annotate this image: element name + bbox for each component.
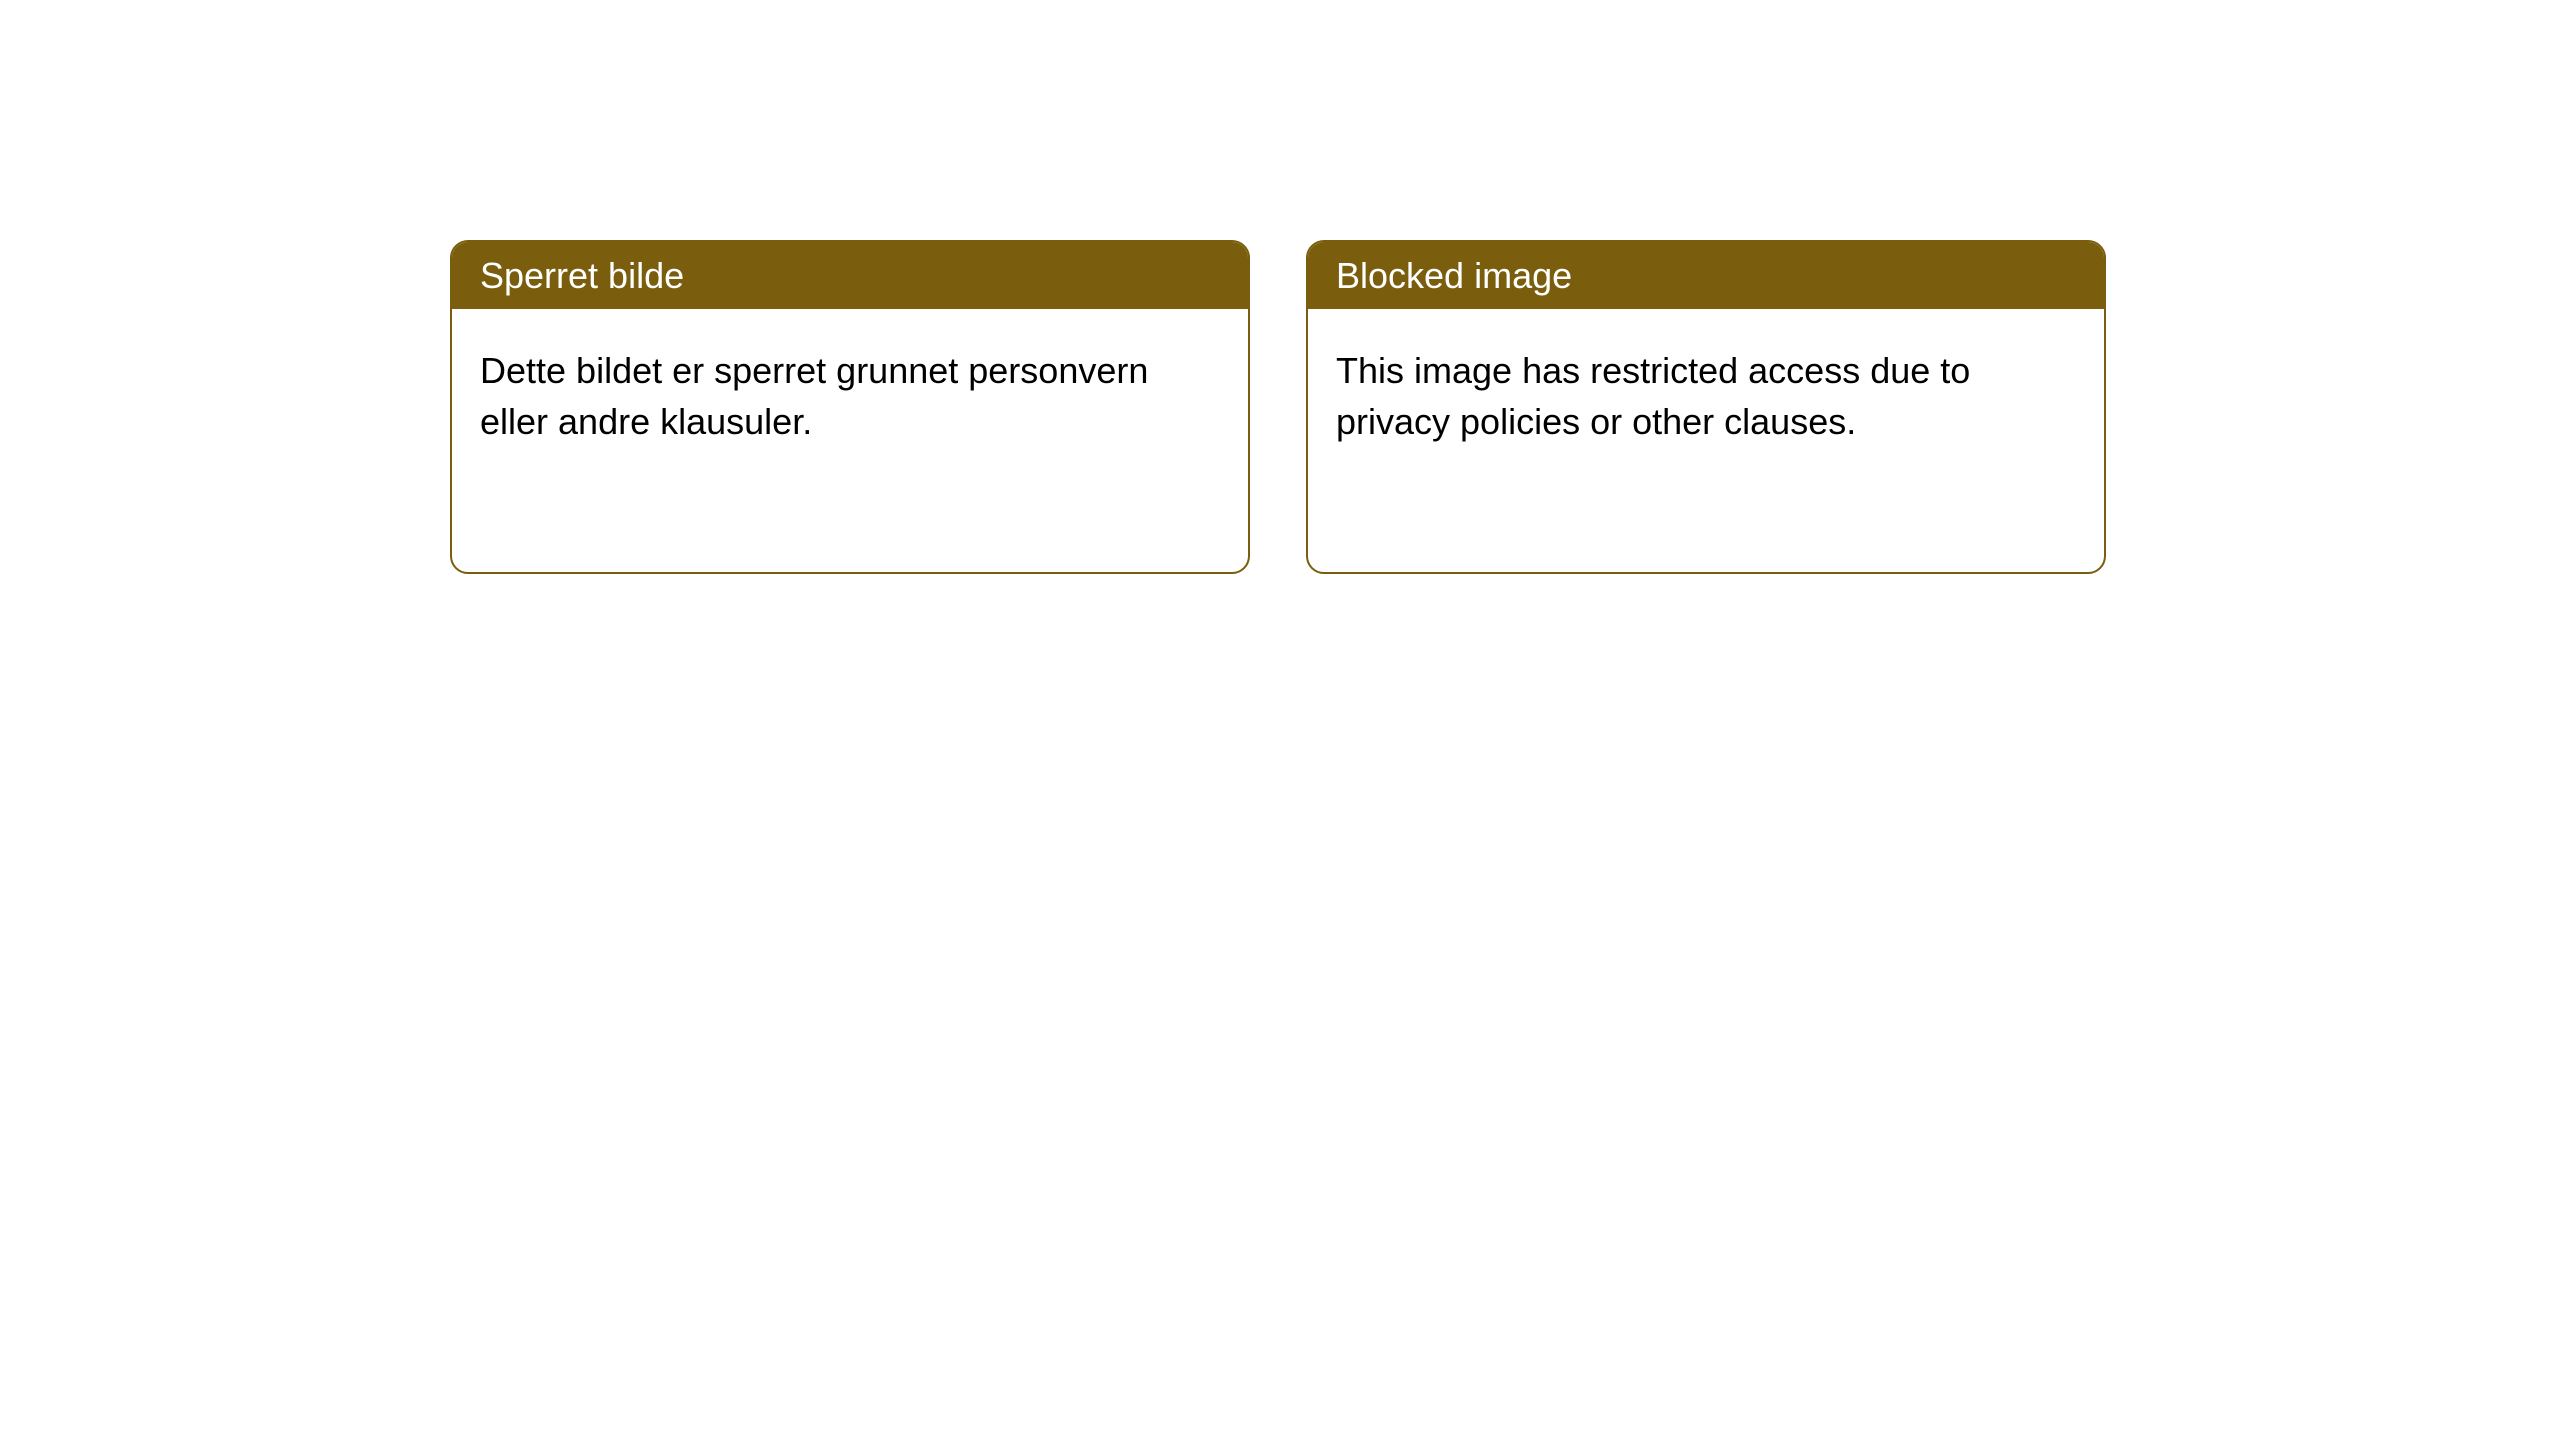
card-body-norwegian: Dette bildet er sperret grunnet personve… bbox=[452, 309, 1248, 483]
card-title-norwegian: Sperret bilde bbox=[452, 242, 1248, 309]
blocked-image-card-norwegian: Sperret bilde Dette bildet er sperret gr… bbox=[450, 240, 1250, 574]
card-title-english: Blocked image bbox=[1308, 242, 2104, 309]
card-body-english: This image has restricted access due to … bbox=[1308, 309, 2104, 483]
notice-container: Sperret bilde Dette bildet er sperret gr… bbox=[450, 240, 2106, 574]
blocked-image-card-english: Blocked image This image has restricted … bbox=[1306, 240, 2106, 574]
